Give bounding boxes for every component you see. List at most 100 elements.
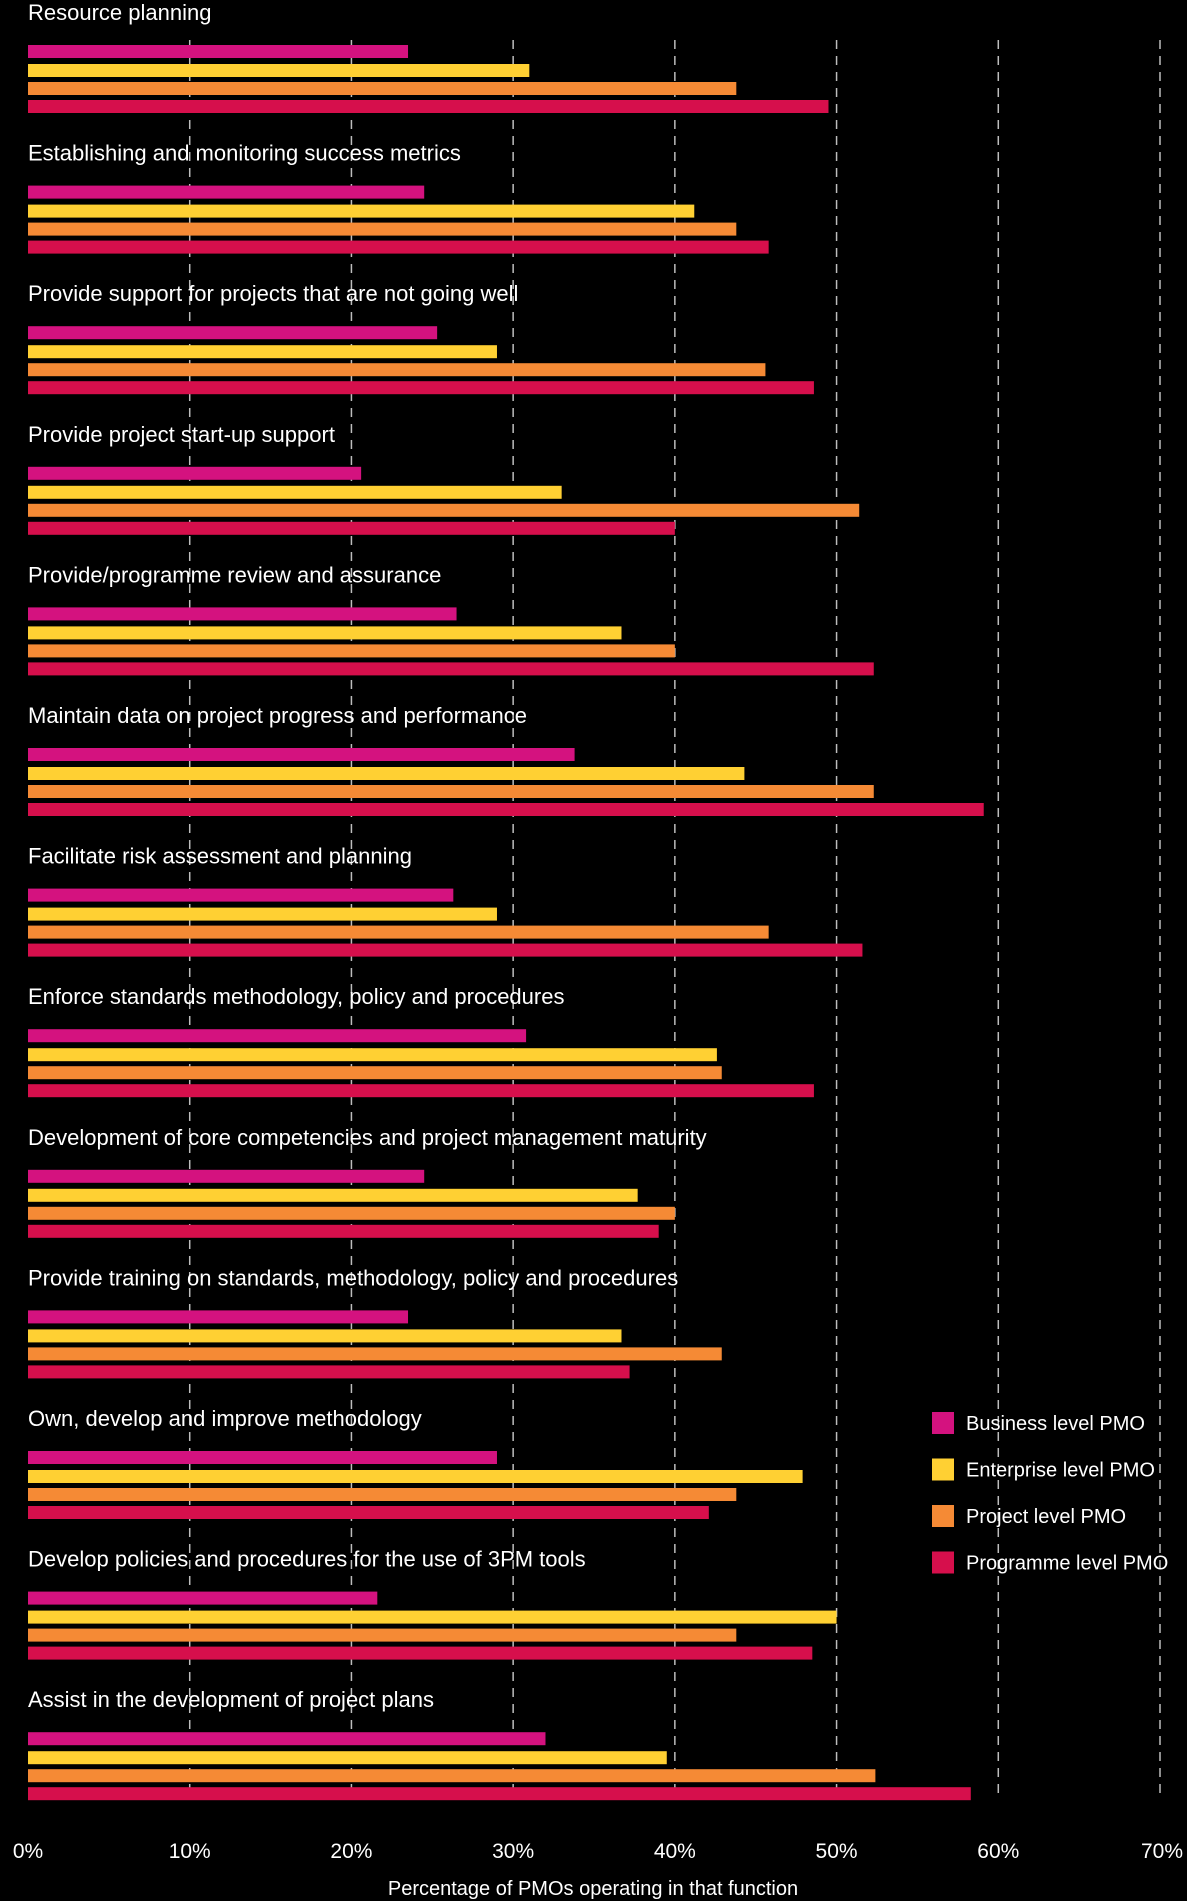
bar (28, 1224, 659, 1238)
category-label: Facilitate risk assessment and planning (28, 844, 412, 869)
x-axis-title: Percentage of PMOs operating in that fun… (388, 1878, 798, 1900)
bar (28, 1470, 803, 1483)
bar (28, 803, 984, 816)
x-axis-ticks: 0% 10% 20% 30% 40% 50% 60% 70% (13, 1840, 1183, 1863)
bar (28, 1751, 667, 1765)
bar (28, 1206, 675, 1220)
category-group: Assist in the development of project pla… (28, 1687, 971, 1801)
legend-swatch (932, 1505, 954, 1527)
category-label: Provide/programme review and assurance (28, 562, 441, 587)
legend-swatch (932, 1412, 954, 1434)
bar (28, 100, 829, 113)
bar (28, 45, 409, 58)
x-tick-label: 0% (13, 1840, 43, 1863)
legend-swatch (932, 1551, 954, 1574)
bar (28, 1628, 737, 1642)
bar (28, 785, 874, 798)
bar (28, 662, 874, 676)
category-label: Own, develop and improve methodology (28, 1406, 422, 1431)
category-label: Provide training on standards, methodolo… (28, 1265, 678, 1290)
category-group: Enforce standards methodology, policy an… (28, 984, 814, 1098)
bar (28, 607, 457, 621)
legend-label: Programme level PMO (966, 1553, 1168, 1575)
bar (28, 1787, 971, 1801)
bar (28, 1488, 737, 1501)
bar (28, 1610, 837, 1624)
bar (28, 1451, 497, 1464)
bar (28, 185, 425, 199)
bar (28, 521, 675, 535)
legend-item: Enterprise level PMO (932, 1458, 1155, 1482)
category-label: Develop policies and procedures for the … (28, 1547, 586, 1572)
x-tick-label: 20% (330, 1840, 372, 1863)
bar (28, 1506, 709, 1519)
category-label: Provide support for projects that are no… (28, 281, 518, 306)
bar (28, 1732, 546, 1746)
bar (28, 222, 737, 236)
category-group: Provide support for projects that are no… (28, 281, 814, 395)
category-group: Develop policies and procedures for the … (28, 1547, 837, 1660)
bar (28, 1029, 527, 1043)
category-label: Resource planning (28, 0, 211, 25)
legend-item: Project level PMO (932, 1505, 1126, 1528)
bar (28, 943, 863, 957)
x-tick-label: 30% (492, 1840, 534, 1863)
bar (28, 326, 438, 340)
legend-item: Programme level PMO (932, 1551, 1168, 1575)
category-label: Provide project start-up support (28, 422, 335, 447)
category-label: Maintain data on project progress and pe… (28, 703, 527, 728)
bar (28, 240, 769, 254)
legend: Business level PMO Enterprise level PMO Pr… (932, 1412, 1168, 1575)
bar (28, 1329, 622, 1343)
legend-label: Project level PMO (966, 1506, 1126, 1528)
x-tick-label: 70% (1141, 1840, 1183, 1863)
bar (28, 1591, 378, 1605)
bar (28, 363, 766, 377)
bar (28, 1066, 722, 1080)
bar (28, 1188, 638, 1202)
category-group: Own, develop and improve methodology (28, 1406, 803, 1519)
x-tick-label: 60% (977, 1840, 1019, 1863)
legend-label: Enterprise level PMO (966, 1460, 1155, 1482)
bar (28, 466, 362, 480)
category-label: Assist in the development of project pla… (28, 1687, 434, 1712)
bar (28, 925, 769, 939)
bar (28, 907, 497, 921)
category-label: Establishing and monitoring success metr… (28, 141, 461, 166)
bar (28, 767, 745, 780)
bar (28, 485, 562, 499)
bar (28, 888, 454, 902)
category-group: Resource planning (28, 0, 829, 113)
category-label: Enforce standards methodology, policy an… (28, 984, 564, 1009)
bar (28, 748, 575, 761)
x-tick-label: 40% (654, 1840, 696, 1863)
category-group: Provide/programme review and assurance (28, 562, 874, 676)
category-group: Establishing and monitoring success metr… (28, 141, 769, 254)
bar (28, 503, 860, 517)
x-tick-label: 50% (816, 1840, 858, 1863)
bar (28, 1084, 814, 1098)
bar (28, 1169, 425, 1183)
bar (28, 626, 622, 640)
category-group: Provide project start-up support (28, 422, 860, 535)
bar (28, 64, 530, 77)
bar (28, 204, 695, 218)
category-label: Development of core competencies and pro… (28, 1125, 707, 1150)
bar (28, 345, 497, 359)
bar (28, 1365, 630, 1379)
category-group: Maintain data on project progress and pe… (28, 703, 984, 816)
bar (28, 381, 814, 395)
legend-label: Business level PMO (966, 1413, 1145, 1435)
category-group: Provide training on standards, methodolo… (28, 1265, 722, 1379)
bar (28, 644, 675, 658)
bar (28, 1310, 409, 1324)
bar (28, 1347, 722, 1361)
legend-swatch (932, 1458, 954, 1481)
bar (28, 82, 737, 95)
category-group: Development of core competencies and pro… (28, 1125, 707, 1238)
bar (28, 1048, 717, 1062)
bar (28, 1769, 876, 1783)
x-tick-label: 10% (169, 1840, 211, 1863)
category-group: Facilitate risk assessment and planning (28, 844, 863, 957)
